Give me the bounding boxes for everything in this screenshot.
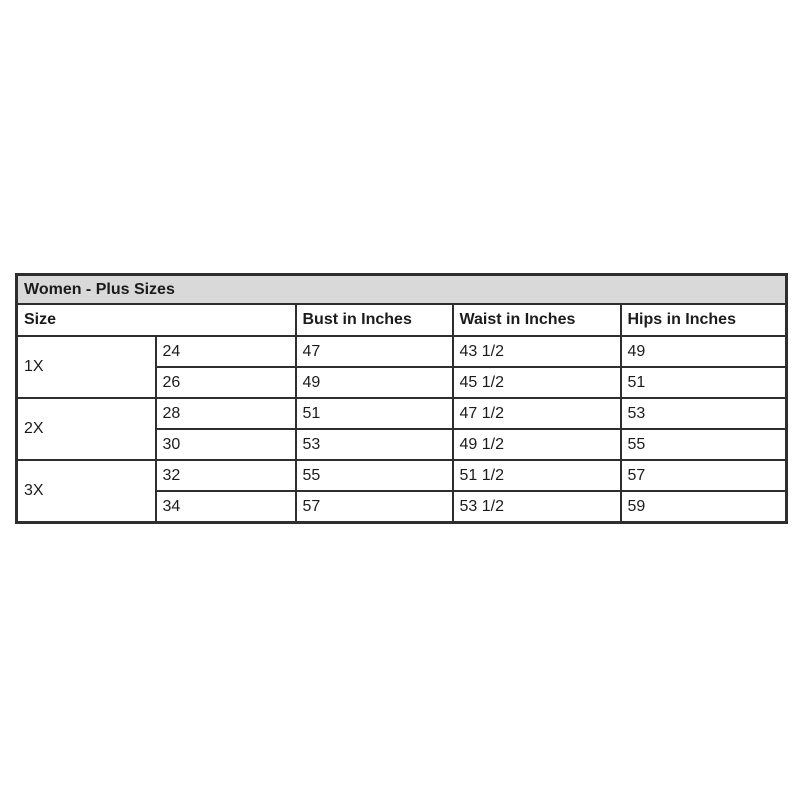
cell-waist: 49 1/2 <box>451 428 622 461</box>
cell-size: 34 <box>154 490 297 524</box>
cell-hips: 51 <box>619 366 788 399</box>
table-title: Women - Plus Sizes <box>15 273 788 305</box>
cell-hips: 55 <box>619 428 788 461</box>
cell-bust: 53 <box>294 428 454 461</box>
cell-waist: 47 1/2 <box>451 397 622 430</box>
cell-bust: 47 <box>294 335 454 368</box>
cell-waist: 43 1/2 <box>451 335 622 368</box>
cell-size: 28 <box>154 397 297 430</box>
column-header-waist: Waist in Inches <box>451 303 622 337</box>
cell-waist: 53 1/2 <box>451 490 622 524</box>
column-header-bust: Bust in Inches <box>294 303 454 337</box>
size-group-label-2x: 2X <box>15 397 157 461</box>
table-row: 3X 32 55 51 1/2 57 <box>15 459 788 524</box>
column-header-hips: Hips in Inches <box>619 303 788 337</box>
column-header-size: Size <box>15 303 297 337</box>
cell-bust: 49 <box>294 366 454 399</box>
cell-hips: 57 <box>619 459 788 492</box>
cell-hips: 53 <box>619 397 788 430</box>
cell-bust: 51 <box>294 397 454 430</box>
cell-waist: 45 1/2 <box>451 366 622 399</box>
table-title-row: Women - Plus Sizes <box>15 273 788 305</box>
cell-size: 24 <box>154 335 297 368</box>
table-row: 34 57 53 1/2 59 <box>17 490 788 524</box>
cell-hips: 49 <box>619 335 788 368</box>
table-row: 26 49 45 1/2 51 <box>17 366 788 399</box>
cell-hips: 59 <box>619 490 788 524</box>
table-row: 30 53 49 1/2 55 <box>17 428 788 461</box>
cell-size: 26 <box>154 366 297 399</box>
table-header-row: Size Bust in Inches Waist in Inches Hips… <box>15 303 788 337</box>
cell-waist: 51 1/2 <box>451 459 622 492</box>
size-chart-table: Women - Plus Sizes Size Bust in Inches W… <box>15 273 789 524</box>
cell-bust: 57 <box>294 490 454 524</box>
cell-size: 32 <box>154 459 297 492</box>
cell-size: 30 <box>154 428 297 461</box>
cell-bust: 55 <box>294 459 454 492</box>
size-group-label-1x: 1X <box>15 335 157 399</box>
table-row: 2X 28 51 47 1/2 53 <box>15 397 788 461</box>
size-group-label-3x: 3X <box>15 459 157 524</box>
table-row: 1X 24 47 43 1/2 49 <box>15 335 788 399</box>
